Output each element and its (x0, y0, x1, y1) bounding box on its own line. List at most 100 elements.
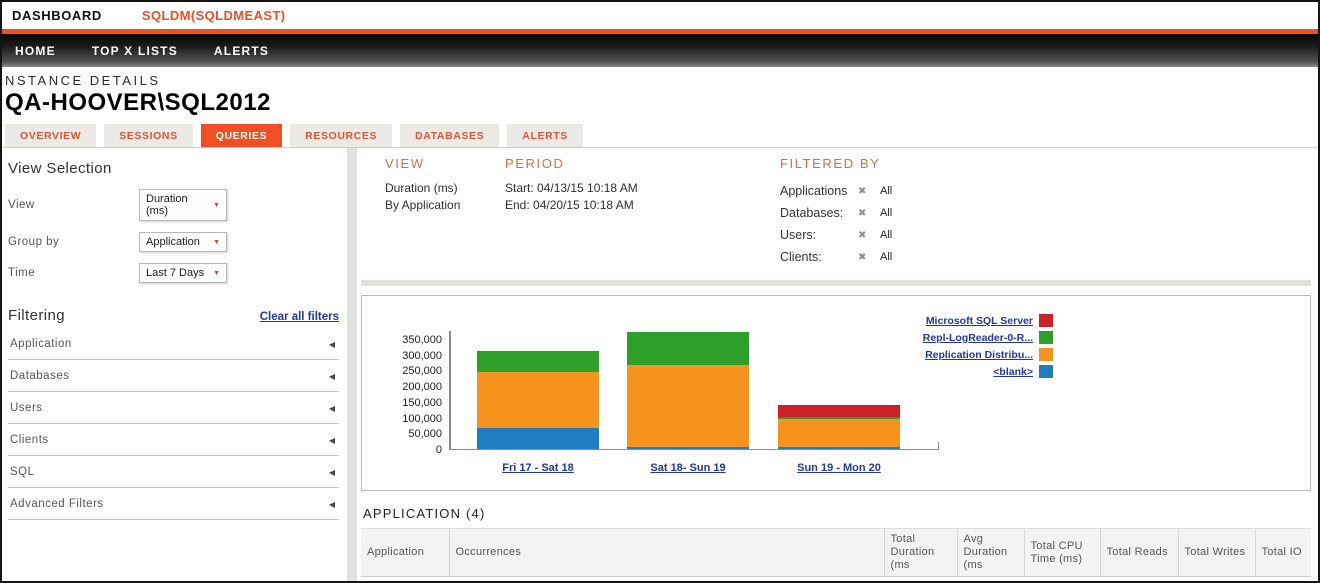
column-header-total-reads[interactable]: Total Reads (1099, 528, 1178, 577)
summary-view: VIEW Duration (ms) By Application (385, 156, 505, 268)
summary-period: PERIOD Start: 04/13/15 10:18 AM End: 04/… (505, 156, 680, 268)
cell-avg-duration-ms: 6,216.00 (957, 576, 1024, 581)
chevron-left-icon: ◀ (328, 499, 335, 509)
legend-row-microsoft-sql-server: Microsoft SQL Server (862, 312, 1053, 329)
view-line-1: Duration (ms) (385, 181, 458, 195)
legend-swatch (1039, 348, 1053, 361)
bar-fri-17-sat-18[interactable] (477, 351, 599, 449)
column-header-total-io[interactable]: Total IO (1254, 528, 1311, 577)
legend-row-blank: <blank> (862, 363, 1053, 380)
chart-panel: 0 50,000 100,000 150,000 200,000 250,000 300,0… (361, 295, 1311, 491)
legend-label[interactable]: Microsoft SQL Server (925, 314, 1033, 327)
legend-swatch (1039, 314, 1053, 327)
x-axis-label-fri-17-sat-18[interactable]: Fri 17 - Sat 18 (502, 462, 574, 474)
clear-all-filters-link[interactable]: Clear all filters (259, 311, 339, 323)
y-tick-label: 0 (435, 444, 442, 456)
top-bar: DASHBOARD SQLDM(SQLDMEAST) (2, 2, 1318, 29)
nav-item-top-x-lists[interactable]: TOP X LISTS (91, 43, 178, 58)
tab-resources[interactable]: RESOURCES (290, 124, 393, 147)
filter-section-users[interactable]: Users ◀ (8, 392, 339, 424)
tab-alerts[interactable]: ALERTS (507, 124, 583, 147)
filtered-by-row-users: Users: ✖ All (780, 224, 892, 246)
chevron-left-icon: ◀ (328, 403, 335, 413)
legend-label[interactable]: Repl-LogReader-0-R... (922, 331, 1033, 344)
summary-filtered-by: FILTERED BY Applications ✖ All Databases: ✖ A… (780, 156, 892, 268)
chevron-left-icon: ◀ (328, 435, 335, 445)
product-link[interactable]: SQLDM(SQLDMEAST) (141, 8, 286, 23)
y-tick-label: 250,000 (402, 365, 442, 378)
main-content: VIEW Duration (ms) By Application PERIOD… (357, 148, 1318, 581)
tab-queries[interactable]: QUERIES (200, 124, 283, 147)
remove-filter-icon[interactable]: ✖ (858, 207, 867, 219)
filter-section-clients[interactable]: Clients ◀ (8, 424, 339, 456)
filter-section-label: Users (10, 402, 43, 414)
y-tick-label: 50,000 (408, 428, 442, 441)
period-title: PERIOD (505, 156, 565, 171)
filter-section-application[interactable]: Application ◀ (8, 328, 339, 360)
column-header-avg-duration-ms[interactable]: Avg Duration (ms (956, 528, 1024, 577)
selector-row-view: View Duration (ms) ▼ (8, 189, 339, 221)
filter-section-label: Application (10, 338, 72, 350)
main-nav: HOME TOP X LISTS ALERTS (2, 34, 1318, 67)
cell-total-writes: 0 (1178, 576, 1255, 581)
filter-section-label: Clients (10, 434, 49, 446)
filtered-by-title: FILTERED BY (780, 156, 881, 171)
view-line-2: By Application (385, 198, 461, 212)
instance-details-label: NSTANCE DETAILS (5, 73, 161, 88)
bar-sat-18-sun-19[interactable] (627, 331, 749, 449)
remove-filter-icon[interactable]: ✖ (858, 251, 867, 263)
filter-section-label: Advanced Filters (10, 498, 104, 510)
tab-databases[interactable]: DATABASES (400, 124, 500, 147)
x-axis-label-sat-18-sun-19[interactable]: Sat 18- Sun 19 (650, 462, 726, 474)
tab-sessions[interactable]: SESSIONS (104, 124, 193, 147)
filter-section-sql[interactable]: SQL ◀ (8, 456, 339, 488)
selector-label: Time (8, 267, 36, 279)
remove-filter-icon[interactable]: ✖ (858, 185, 867, 197)
cell-application: <blank>⚙ (361, 576, 449, 581)
legend-label[interactable]: Replication Distribu... (925, 348, 1033, 361)
legend-row-replication-distribu: Replication Distribu... (862, 346, 1053, 363)
y-tick-label: 100,000 (402, 412, 442, 425)
nav-item-alerts[interactable]: ALERTS (213, 43, 270, 58)
selector-label: View (8, 199, 35, 211)
bar-segment-repl-logreader-0-r (477, 351, 599, 372)
legend-swatch (1039, 365, 1053, 378)
column-header-occurrences[interactable]: Occurrences (448, 528, 884, 577)
remove-filter-icon[interactable]: ✖ (858, 229, 867, 241)
view-dropdown[interactable]: Duration (ms) ▼ (139, 189, 227, 221)
column-header-total-writes[interactable]: Total Writes (1177, 528, 1255, 577)
cell-total-duration-ms: 87,037 (884, 576, 957, 581)
time-dropdown[interactable]: Last 7 Days ▼ (139, 263, 227, 283)
vertical-divider (347, 148, 357, 581)
bar-sun-19-mon-20[interactable] (778, 405, 900, 449)
group-by-dropdown[interactable]: Application ▼ (139, 232, 227, 252)
column-header-total-cpu-time-ms[interactable]: Total CPU Time (ms) (1023, 528, 1100, 577)
filter-section-databases[interactable]: Databases ◀ (8, 360, 339, 392)
dropdown-value: Last 7 Days (146, 267, 205, 279)
tabs-divider (2, 147, 1318, 148)
selector-row-time: Time Last 7 Days ▼ (8, 263, 339, 283)
x-axis-label-sun-19-mon-20[interactable]: Sun 19 - Mon 20 (797, 462, 881, 474)
y-tick-label: 150,000 (402, 396, 442, 409)
tab-overview[interactable]: OVERVIEW (5, 124, 97, 147)
chevron-left-icon: ◀ (328, 467, 335, 477)
application-table-title: APPLICATION (4) (363, 506, 486, 521)
instance-name: QA-HOOVER\SQL2012 (5, 89, 271, 116)
column-header-total-duration-ms[interactable]: Total Duration (ms (883, 528, 957, 577)
bar-segment-replication-distribu (627, 365, 749, 447)
column-header-application[interactable]: Application (361, 528, 449, 577)
filter-section-advanced-filters[interactable]: Advanced Filters ◀ (8, 488, 339, 520)
legend-label[interactable]: <blank> (993, 365, 1033, 378)
sidebar: View Selection View Duration (ms) ▼ Group b… (2, 148, 347, 581)
bar-segment-blank (477, 428, 599, 449)
summary-bar: VIEW Duration (ms) By Application PERIOD… (385, 156, 1318, 268)
bar-segment-replication-distribu (477, 371, 599, 429)
instance-tabs: OVERVIEW SESSIONS QUERIES RESOURCES DATABASE… (2, 124, 1318, 147)
x-axis-line (449, 449, 939, 450)
dashboard-link[interactable]: DASHBOARD (12, 8, 102, 23)
filter-section-label: Databases (10, 370, 70, 382)
filtered-by-label: Databases: (780, 206, 844, 220)
nav-item-home[interactable]: HOME (15, 43, 56, 58)
y-tick-label: 350,000 (402, 334, 442, 346)
